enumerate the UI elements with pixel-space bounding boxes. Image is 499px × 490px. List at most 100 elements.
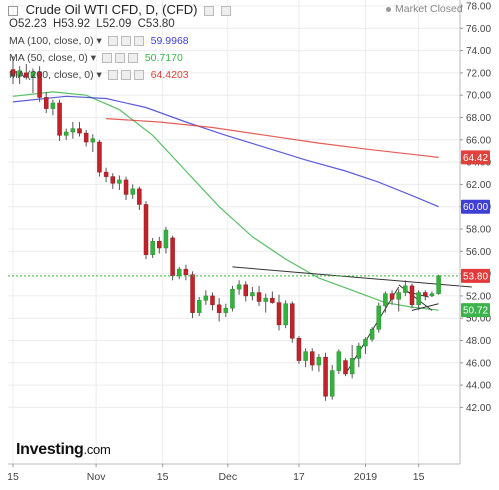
chart-title: Crude Oil WTI CFD, D, (CFD): [25, 2, 198, 17]
x-tick-label: 15: [7, 471, 19, 483]
candle: [396, 292, 401, 300]
indicator-value: 50.7170: [144, 52, 183, 64]
x-tick-label: 15: [413, 471, 425, 483]
candle: [236, 284, 242, 290]
close-icon[interactable]: [127, 53, 138, 64]
indicator-label: MA (200, close, 0): [9, 69, 94, 81]
candle: [416, 292, 421, 306]
indicator-label: MA (100, close, 0): [9, 35, 94, 47]
moving-average-lines: [12, 91, 439, 311]
y-tick-label: 48.00: [466, 336, 491, 347]
settings-icon[interactable]: [114, 53, 125, 64]
candle: [203, 295, 209, 301]
market-status-text: Market Closed: [395, 3, 463, 15]
candle: [429, 293, 435, 297]
price-label-box: [461, 268, 490, 283]
settings-icon[interactable]: [120, 36, 131, 47]
candle: [110, 176, 115, 184]
chevron-down-icon[interactable]: ▾: [96, 69, 102, 81]
price-label: 50.72: [463, 306, 488, 317]
indicator-ma100[interactable]: MA (100, close, 0) ▾ 59.9968: [9, 35, 189, 47]
candle: [383, 293, 388, 307]
candle: [389, 293, 395, 300]
market-status: Market Closed: [386, 3, 463, 15]
open-value: O52.23: [9, 18, 47, 30]
chevron-down-icon[interactable]: ▾: [90, 52, 96, 64]
eye-icon[interactable]: [107, 70, 118, 81]
y-tick-label: 44.00: [466, 381, 491, 392]
candle: [170, 237, 175, 277]
candle: [17, 70, 22, 77]
indicator-value: 59.9968: [150, 35, 189, 47]
trendline: [232, 266, 472, 288]
candle: [183, 268, 189, 275]
price-label: 64.42: [463, 153, 488, 164]
price-label-box: [461, 199, 490, 214]
candle: [310, 351, 315, 366]
candle: [150, 241, 155, 255]
y-tick-label: 76.00: [466, 24, 491, 35]
candle: [103, 171, 109, 177]
close-icon[interactable]: [133, 70, 144, 81]
price-label-box: [461, 303, 490, 318]
candles: [10, 56, 441, 401]
candle: [130, 188, 135, 195]
y-tick-label: 66.00: [466, 135, 491, 146]
y-tick-label: 62.00: [466, 180, 491, 191]
candle: [303, 351, 308, 361]
y-tick-label: 68.00: [466, 113, 491, 124]
x-tick-label: 17: [293, 471, 305, 483]
candle: [63, 131, 69, 136]
ohlc-readout: O52.23 H53.92 L52.09 C53.80: [9, 18, 178, 30]
chevron-down-icon[interactable]: ▾: [96, 35, 102, 47]
candle: [210, 295, 215, 306]
candle: [216, 304, 222, 313]
y-tick-label: 52.00: [466, 291, 491, 302]
indicator-value: 64.4203: [150, 69, 189, 81]
investing-logo: Investing.com: [16, 441, 111, 459]
candle: [369, 329, 375, 340]
y-tick-label: 42.00: [466, 403, 491, 414]
grid: [8, 0, 460, 464]
price-label-box: [461, 150, 490, 165]
candle: [343, 360, 348, 375]
candle: [356, 345, 362, 359]
settings-icon[interactable]: [120, 70, 131, 81]
low-value: L52.09: [96, 18, 132, 30]
y-tick-label: 46.00: [466, 358, 491, 369]
candle: [44, 97, 49, 109]
y-tick-label: 58.00: [466, 225, 491, 236]
candle: [423, 292, 428, 297]
price-label: 60.00: [463, 202, 488, 213]
indicator-ma50[interactable]: MA (50, close, 0) ▾ 50.7170: [9, 52, 183, 64]
candle: [37, 71, 42, 98]
candle: [137, 188, 142, 205]
eye-icon[interactable]: [107, 36, 118, 47]
high-value: H53.92: [52, 18, 91, 30]
close-icon[interactable]: [133, 36, 144, 47]
candle: [50, 102, 56, 109]
x-tick-label: Nov: [87, 471, 106, 483]
close-value: C53.80: [137, 18, 175, 30]
indicator-ma200[interactable]: MA (200, close, 0) ▾ 64.4203: [9, 69, 189, 81]
eye-icon[interactable]: [101, 53, 112, 64]
settings-icon[interactable]: [204, 5, 215, 16]
x-axis: 15 Nov 15 Dec 17 2019 15: [7, 463, 460, 483]
collapse-icon[interactable]: [8, 5, 18, 16]
y-tick-label: 78.00: [466, 2, 491, 13]
candle: [123, 179, 129, 195]
candle: [323, 356, 328, 397]
candle: [376, 305, 381, 330]
candle: [250, 292, 255, 297]
candle: [263, 297, 268, 302]
candle: [223, 307, 229, 313]
logo-name: Investing: [16, 441, 84, 458]
candle: [77, 128, 82, 134]
logo-suffix: .com: [83, 442, 111, 457]
candle: [10, 69, 16, 77]
candle: [117, 179, 122, 184]
close-icon[interactable]: [220, 5, 231, 16]
y-tick-label: 50.00: [466, 314, 491, 325]
x-tick-label: Dec: [218, 471, 237, 483]
